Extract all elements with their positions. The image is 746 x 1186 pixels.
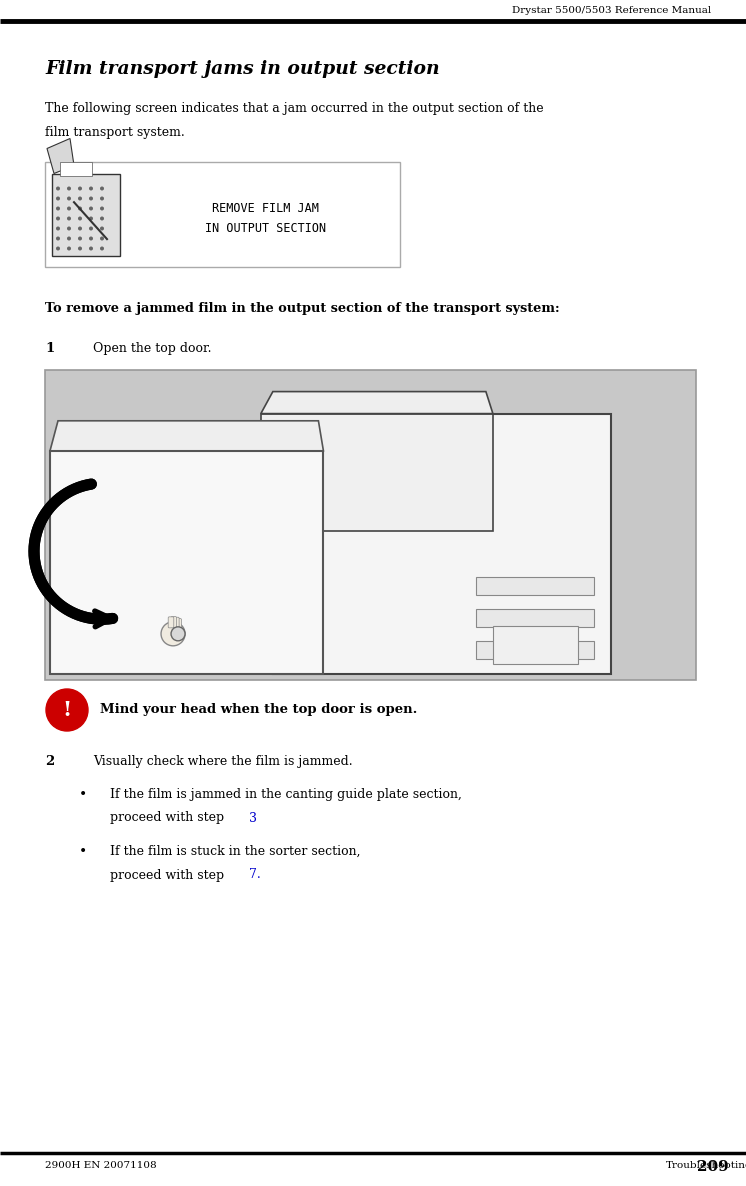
Circle shape [57,197,59,199]
FancyBboxPatch shape [476,578,595,595]
Text: •: • [79,844,87,859]
FancyBboxPatch shape [174,617,179,629]
Circle shape [90,247,93,250]
Text: 209: 209 [698,1160,729,1174]
Circle shape [161,621,185,646]
Circle shape [78,217,81,219]
Circle shape [90,217,93,219]
Circle shape [68,237,70,240]
FancyBboxPatch shape [50,451,324,674]
Circle shape [78,187,81,190]
FancyBboxPatch shape [476,640,595,659]
Circle shape [57,247,59,250]
Text: 2900H EN 20071108: 2900H EN 20071108 [45,1161,157,1171]
Circle shape [101,187,103,190]
Circle shape [90,237,93,240]
Circle shape [68,187,70,190]
Text: !: ! [63,700,72,720]
Text: To remove a jammed film in the output section of the transport system:: To remove a jammed film in the output se… [45,302,560,315]
Text: Visually check where the film is jammed.: Visually check where the film is jammed. [93,755,353,769]
Circle shape [101,208,103,210]
Text: 7.: 7. [249,868,261,881]
Text: proceed with step: proceed with step [110,868,228,881]
FancyBboxPatch shape [176,619,181,630]
Polygon shape [50,421,324,451]
FancyBboxPatch shape [493,626,577,664]
Text: Open the top door.: Open the top door. [93,342,212,355]
Circle shape [78,197,81,199]
Text: 2: 2 [45,755,54,769]
Text: proceed with step: proceed with step [110,811,228,824]
Circle shape [57,237,59,240]
Circle shape [57,208,59,210]
Text: Film transport jams in output section: Film transport jams in output section [45,60,439,78]
Text: IN OUTPUT SECTION: IN OUTPUT SECTION [204,222,326,235]
FancyBboxPatch shape [476,608,595,627]
Circle shape [101,247,103,250]
Circle shape [68,197,70,199]
FancyBboxPatch shape [45,370,696,680]
Circle shape [78,228,81,230]
Text: REMOVE FILM JAM: REMOVE FILM JAM [212,202,319,215]
Circle shape [90,228,93,230]
Circle shape [68,247,70,250]
Circle shape [68,208,70,210]
Circle shape [57,187,59,190]
Text: film transport system.: film transport system. [45,126,185,139]
Text: If the film is stuck in the sorter section,: If the film is stuck in the sorter secti… [110,844,360,857]
Polygon shape [261,391,493,414]
Text: Drystar 5500/5503 Reference Manual: Drystar 5500/5503 Reference Manual [512,6,711,15]
FancyBboxPatch shape [261,414,493,531]
Circle shape [57,228,59,230]
Text: 1: 1 [45,342,54,355]
Text: 3: 3 [249,811,257,824]
FancyBboxPatch shape [168,617,174,627]
Text: Mind your head when the top door is open.: Mind your head when the top door is open… [100,703,417,716]
FancyBboxPatch shape [52,173,120,255]
Text: If the film is jammed in the canting guide plate section,: If the film is jammed in the canting gui… [110,788,462,801]
Polygon shape [47,139,74,173]
FancyBboxPatch shape [45,162,400,267]
Circle shape [101,217,103,219]
Text: The following screen indicates that a jam occurred in the output section of the: The following screen indicates that a ja… [45,102,544,115]
Circle shape [90,187,93,190]
Circle shape [101,228,103,230]
Circle shape [68,228,70,230]
Circle shape [46,689,88,731]
Circle shape [90,208,93,210]
Text: Troubleshooting: Troubleshooting [666,1161,746,1171]
Circle shape [68,217,70,219]
Text: •: • [79,788,87,802]
FancyBboxPatch shape [60,162,92,177]
Circle shape [78,237,81,240]
Circle shape [101,237,103,240]
Circle shape [101,197,103,199]
Circle shape [78,247,81,250]
Circle shape [90,197,93,199]
Circle shape [57,217,59,219]
FancyBboxPatch shape [273,414,612,674]
FancyBboxPatch shape [171,617,177,627]
Circle shape [171,627,185,640]
Circle shape [78,208,81,210]
